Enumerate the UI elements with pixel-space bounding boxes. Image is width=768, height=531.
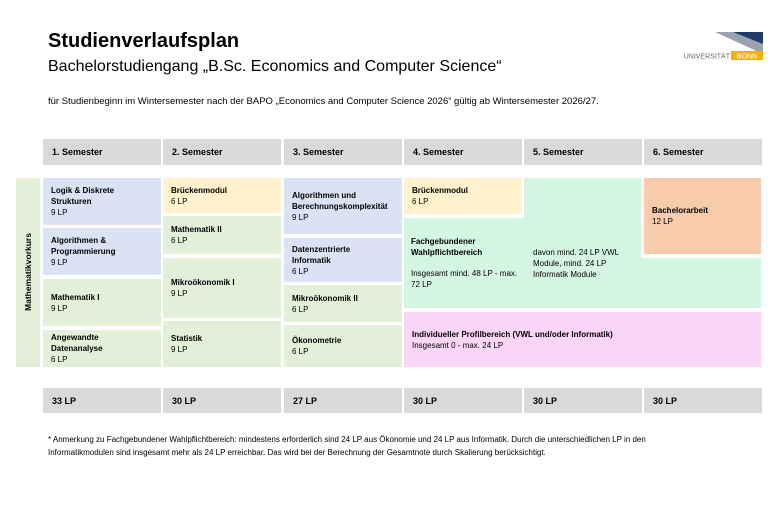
module: Datenzentrierte Informatik 6 LP	[284, 238, 402, 282]
module-lp: 9 LP	[51, 303, 68, 313]
subtitle: Bachelorstudiengang „B.Sc. Economics and…	[48, 58, 502, 75]
semester-total: 33 LP	[43, 388, 161, 413]
logo-emblem	[733, 32, 763, 44]
module-name: Brückenmodul	[171, 185, 228, 195]
footnote: * Anmerkung zu Fachgebundener Wahlpflich…	[48, 433, 646, 459]
module-lp: 6 LP	[171, 196, 188, 206]
module: Mikroökonomik II 6 LP	[284, 285, 402, 322]
semester-total: 27 LP	[284, 388, 402, 413]
module: Ökonometrie 6 LP	[284, 325, 402, 367]
intro: für Studienbeginn im Wintersemester nach…	[48, 96, 599, 107]
title: Studienverlaufsplan	[48, 30, 240, 52]
wahlpflicht-note: davon mind. 24 LP VWL Module, mind. 24 L…	[533, 248, 619, 279]
module: Mathematik II 6 LP	[163, 216, 281, 254]
vorkurs-label: Mathematikvorkurs	[23, 233, 33, 311]
semester-header: 4. Semester	[404, 139, 522, 165]
module-lp: 6 LP	[292, 304, 309, 314]
module-name: Individueller Profilbereich (VWL und/ode…	[412, 329, 613, 339]
module-lp: 6 LP	[171, 236, 188, 245]
wahlpflicht-region	[404, 178, 761, 308]
module-name: Algorithmen und Berechnungskomplexität	[292, 190, 388, 211]
module-lp: 6 LP	[412, 197, 429, 206]
semester-header: 1. Semester	[43, 139, 161, 165]
module-lp: 9 LP	[51, 208, 68, 217]
module-lp: 9 LP	[292, 212, 309, 222]
module: Statistik 9 LP	[163, 321, 281, 367]
footnote-line: Informatikmodulen sind insgesamt mehr al…	[48, 448, 546, 457]
module: Algorithmen & Programmierung 9 LP	[43, 228, 161, 275]
module-name: Statistik	[171, 334, 203, 343]
semester-header: 3. Semester	[284, 139, 402, 165]
vorkurs-box: Mathematikvorkurs	[16, 178, 40, 367]
footnote-line: * Anmerkung zu Fachgebundener Wahlpflich…	[48, 435, 646, 444]
module-name: Brückenmodul	[412, 186, 469, 195]
bachelorarbeit: Bachelorarbeit 12 LP	[644, 178, 761, 254]
semester-header: 6. Semester	[644, 139, 762, 165]
module-name: Angewandte Datenanalyse	[51, 333, 103, 353]
module-lp: 6 LP	[51, 355, 68, 364]
semester-header: 2. Semester	[163, 139, 281, 165]
module-name: Ökonometrie	[292, 336, 342, 345]
module: Brückenmodul 6 LP	[404, 178, 522, 214]
module: Mikroökonomik I 9 LP	[163, 258, 281, 318]
module-name: Mathematik II	[171, 225, 222, 234]
module: Brückenmodul 6 LP	[163, 178, 281, 213]
module-name: Logik & Diskrete Strukturen	[51, 186, 115, 206]
module-lp: 6 LP	[292, 347, 309, 356]
module: Algorithmen und Berechnungskomplexität 9 …	[284, 178, 402, 234]
module-name: Datenzentrierte Informatik	[292, 244, 351, 265]
module-lp: 12 LP	[652, 217, 673, 226]
semester-total: 30 LP	[163, 388, 281, 413]
profilbereich: Individueller Profilbereich (VWL und/ode…	[404, 312, 761, 367]
semester-total: 30 LP	[524, 388, 642, 413]
logo-box	[731, 51, 763, 60]
module-lp: 6 LP	[292, 266, 309, 276]
semester-total: 30 LP	[404, 388, 522, 413]
module: Angewandte Datenanalyse 6 LP	[43, 330, 161, 367]
logo: UNIVERSITÄT BONN	[684, 32, 763, 61]
module-name: Algorithmen & Programmierung	[51, 236, 116, 256]
semester-total: 30 LP	[644, 388, 762, 413]
semester-header: 5. Semester	[524, 139, 642, 165]
wahlpflicht-name: Fachgebundener Wahlpflichtbereich	[411, 237, 483, 257]
module-name: Mathematik I	[51, 292, 100, 302]
module: Logik & Diskrete Strukturen 9 LP	[43, 178, 161, 225]
logo-text: UNIVERSITÄT	[684, 53, 731, 61]
wahlpflicht-text: Insgesamt mind. 48 LP - max. 72 LP	[411, 269, 518, 289]
logo-text: BONN	[737, 54, 757, 61]
module-name: Mikroökonomik II	[292, 293, 358, 303]
module-lp: 9 LP	[171, 345, 188, 354]
module-text: Insgesamt 0 - max. 24 LP	[412, 340, 504, 350]
module-lp: 9 LP	[171, 289, 188, 298]
module-lp: 9 LP	[51, 258, 68, 267]
module-name: Bachelorarbeit	[652, 206, 709, 215]
module-name: Mikroökonomik I	[171, 278, 235, 287]
